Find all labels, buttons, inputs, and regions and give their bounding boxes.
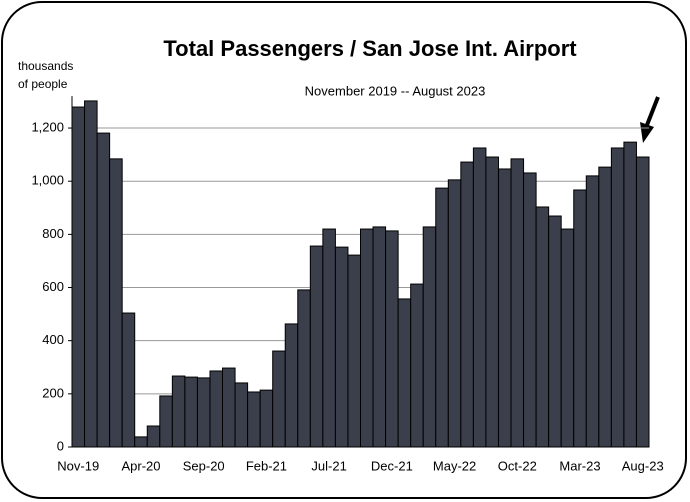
bar bbox=[635, 156, 650, 448]
x-tick-label: Sep-20 bbox=[183, 458, 225, 473]
arrow bbox=[640, 96, 660, 143]
y-tick-label: 1,200 bbox=[31, 119, 64, 134]
bar bbox=[284, 323, 299, 448]
bar bbox=[121, 312, 136, 448]
bar bbox=[560, 228, 575, 448]
bar bbox=[447, 179, 462, 448]
bar bbox=[510, 158, 525, 448]
x-tick-label: Oct-22 bbox=[498, 458, 537, 473]
bar bbox=[472, 147, 487, 448]
x-tick-label: Dec-21 bbox=[371, 458, 413, 473]
bar bbox=[372, 226, 387, 448]
bar bbox=[196, 377, 211, 448]
bar bbox=[535, 206, 550, 448]
bar bbox=[272, 350, 286, 448]
bar bbox=[259, 389, 274, 448]
bar bbox=[610, 147, 625, 448]
bar bbox=[71, 106, 86, 448]
bar bbox=[485, 156, 499, 448]
bar bbox=[585, 175, 600, 448]
bar bbox=[573, 189, 587, 448]
bar bbox=[435, 187, 449, 448]
y-tick-label: 600 bbox=[42, 279, 64, 294]
x-tick-label: Aug-23 bbox=[622, 458, 664, 473]
bar bbox=[422, 226, 437, 448]
bar bbox=[159, 395, 173, 448]
bar bbox=[84, 100, 98, 448]
bar bbox=[497, 168, 512, 448]
x-tick-label: Apr-20 bbox=[121, 458, 160, 473]
y-tick-label: 200 bbox=[42, 385, 64, 400]
x-tick-label: Nov-19 bbox=[57, 458, 99, 473]
chart-title: Total Passengers / San Jose Int. Airport bbox=[163, 36, 577, 61]
bar bbox=[397, 298, 412, 448]
y-tick-label: 800 bbox=[42, 226, 64, 241]
bar bbox=[109, 158, 123, 448]
x-tick-label: May-22 bbox=[433, 458, 476, 473]
bar bbox=[334, 246, 349, 448]
y-tick-label: 1,000 bbox=[31, 173, 64, 188]
bar bbox=[209, 370, 224, 448]
bar bbox=[523, 172, 537, 448]
y-axis-label: of people bbox=[18, 77, 68, 91]
bar bbox=[598, 166, 612, 448]
y-tick-label: 0 bbox=[57, 438, 64, 453]
y-tick-label: 400 bbox=[42, 332, 64, 347]
bar bbox=[247, 391, 261, 448]
bar bbox=[347, 254, 361, 448]
bar bbox=[234, 382, 249, 448]
x-tick-label: Feb-21 bbox=[246, 458, 287, 473]
bar bbox=[360, 228, 374, 448]
bar bbox=[548, 215, 562, 448]
bar bbox=[322, 228, 336, 448]
bar bbox=[134, 436, 148, 448]
bar bbox=[410, 283, 424, 448]
bar bbox=[96, 132, 111, 448]
bar bbox=[460, 161, 474, 448]
bar bbox=[184, 376, 198, 448]
chart-subtitle: November 2019 -- August 2023 bbox=[305, 83, 486, 98]
bar bbox=[309, 245, 324, 448]
y-axis-label: thousands bbox=[18, 59, 73, 73]
bar bbox=[171, 375, 186, 448]
x-tick-label: Mar-23 bbox=[559, 458, 600, 473]
bar bbox=[222, 367, 236, 448]
x-tick-label: Jul-21 bbox=[311, 458, 346, 473]
bar bbox=[623, 141, 637, 448]
bar bbox=[385, 230, 399, 448]
bar bbox=[146, 425, 161, 448]
bar bbox=[297, 289, 311, 448]
